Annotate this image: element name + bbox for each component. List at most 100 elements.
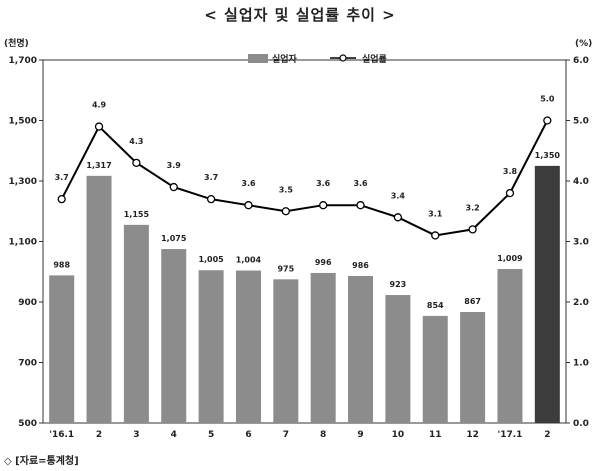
right-tick-label: 4.0 <box>573 177 589 187</box>
left-tick-label: 1,500 <box>9 117 37 127</box>
rate-value-label: 4.9 <box>92 101 107 110</box>
legend-line-label: 실업률 <box>362 53 387 65</box>
rate-value-label: 3.9 <box>167 161 182 170</box>
rate-point <box>431 231 440 240</box>
x-tick-label: 3 <box>133 430 139 440</box>
x-tick-label: 2 <box>96 430 102 440</box>
rate-point <box>206 194 216 204</box>
rate-point <box>393 213 403 222</box>
right-tick-label: 0.0 <box>573 419 589 429</box>
rate-value-label: 3.1 <box>428 209 443 218</box>
bar-value-label: 1,075 <box>161 234 187 243</box>
bar-series <box>49 165 560 423</box>
left-axis-unit: (천명) <box>4 37 29 49</box>
x-tick-label: 10 <box>392 430 405 440</box>
x-tick-label: '17.1 <box>497 430 522 440</box>
right-tick-label: 5.0 <box>573 117 589 127</box>
right-tick-label: 2.0 <box>573 298 589 308</box>
rate-point <box>319 201 328 210</box>
rate-point <box>281 207 290 216</box>
left-axis: 500 700 900 1,100 1,300 1,500 1,700 <box>9 56 43 429</box>
right-tick-label: 6.0 <box>573 56 589 66</box>
chart-title: < 실업자 및 실업률 추이 > <box>204 6 396 24</box>
bar-value-label: 1,005 <box>198 255 224 264</box>
bar <box>534 165 560 423</box>
bar <box>422 315 448 423</box>
x-tick-label: 9 <box>357 430 363 440</box>
bar-value-label: 867 <box>464 297 481 306</box>
bar <box>348 275 374 423</box>
legend-line-marker <box>339 54 347 62</box>
bar-value-label: 1,004 <box>236 256 262 265</box>
rate-value-label: 4.3 <box>129 137 143 146</box>
left-tick-label: 1,700 <box>9 56 37 66</box>
left-tick-label: 700 <box>18 359 37 369</box>
bar <box>460 311 486 423</box>
bar <box>198 270 224 423</box>
right-axis-unit: (%) <box>575 39 592 49</box>
x-tick-label: 8 <box>320 430 326 440</box>
rate-point <box>543 116 552 125</box>
bar <box>161 249 187 423</box>
bar-value-label: 986 <box>352 261 369 270</box>
bar <box>385 295 411 423</box>
legend: 실업자 실업률 <box>248 53 387 65</box>
rate-value-label: 3.6 <box>241 179 256 188</box>
rate-point <box>505 188 515 198</box>
x-tick-label: 4 <box>171 430 177 440</box>
x-tick-label: 11 <box>429 430 442 440</box>
rate-value-label: 3.7 <box>204 173 218 182</box>
bar-value-label: 975 <box>277 264 294 273</box>
right-tick-label: 3.0 <box>573 238 589 248</box>
plot-frame <box>42 59 567 424</box>
rate-value-label: 3.8 <box>503 167 518 176</box>
bar-value-label: 923 <box>390 280 407 289</box>
bar <box>310 272 336 423</box>
x-tick-label: 2 <box>544 430 550 440</box>
rate-point <box>244 201 253 210</box>
rate-point <box>57 194 66 204</box>
bar-value-label: 988 <box>53 260 70 269</box>
rate-point <box>169 182 178 192</box>
bar-value-label: 1,155 <box>124 210 150 219</box>
x-tick-label: 6 <box>245 430 251 440</box>
bar <box>273 279 299 423</box>
left-tick-label: 500 <box>18 419 37 429</box>
rate-value-label: 5.0 <box>540 95 555 104</box>
line-series <box>57 116 552 240</box>
rate-value-label: 3.6 <box>316 179 331 188</box>
x-tick-label: '16.1 <box>49 430 74 440</box>
x-tick-label: 5 <box>208 430 214 440</box>
x-tick-label: 12 <box>466 430 479 440</box>
bar-value-label: 1,009 <box>497 254 523 263</box>
left-tick-label: 1,100 <box>9 238 37 248</box>
bar <box>235 270 261 423</box>
rate-point <box>94 122 104 131</box>
bar-value-label: 854 <box>427 301 444 310</box>
bar-value-label: 1,317 <box>86 161 111 170</box>
rate-value-label: 3.2 <box>466 203 480 212</box>
bar-value-label: 1,350 <box>535 151 561 160</box>
right-tick-label: 1.0 <box>573 359 589 369</box>
rate-value-label: 3.4 <box>391 191 406 200</box>
x-tick-label: 7 <box>283 430 289 440</box>
bar <box>123 224 149 423</box>
rate-value-label: 3.6 <box>353 179 368 188</box>
line-labels: 3.7 4.9 4.3 3.9 3.7 3.6 3.5 3.6 3.6 3.4 3.1 3.2 3.8 5… <box>55 95 555 219</box>
bar-labels: 988 1,317 1,155 1,075 1,005 1,004 975 996 986 923… <box>53 151 560 310</box>
x-axis: '16.1 2 3 4 5 6 7 8 9 10 11 12 '17.1 2 <box>49 430 550 440</box>
bar <box>49 275 75 423</box>
rate-point <box>468 225 477 234</box>
right-axis: 0.0 1.0 2.0 3.0 4.0 5.0 6.0 <box>566 56 589 429</box>
bar-value-label: 996 <box>315 258 332 267</box>
left-tick-label: 1,300 <box>9 177 37 187</box>
rate-value-label: 3.7 <box>55 173 69 182</box>
left-tick-label: 900 <box>18 298 37 308</box>
legend-bar-swatch <box>248 54 268 63</box>
legend-bar-label: 실업자 <box>272 53 298 65</box>
rate-line <box>60 120 549 237</box>
bar <box>497 269 523 423</box>
rate-point <box>132 158 141 168</box>
source-note: ◇ [자료=통계청] <box>4 456 79 467</box>
